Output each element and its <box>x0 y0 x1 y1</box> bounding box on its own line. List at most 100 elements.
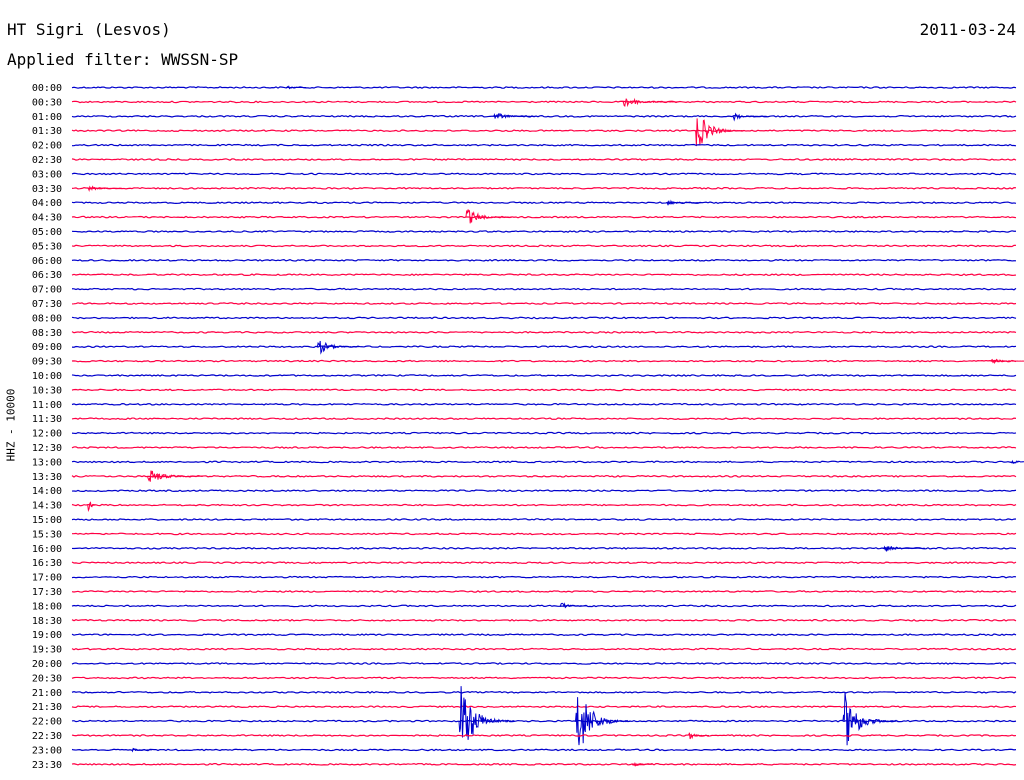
trace-row-1830 <box>71 618 1017 622</box>
trace-row-1500 <box>71 518 1017 521</box>
row-label-2330: 23:30 <box>32 760 62 771</box>
row-label-0300: 03:00 <box>32 169 62 180</box>
row-label-0600: 06:00 <box>32 256 62 267</box>
trace-row-1230 <box>71 446 1017 449</box>
trace-row-1700 <box>71 575 1017 579</box>
row-label-0130: 01:30 <box>32 126 62 137</box>
event-row-0400-0 <box>666 199 702 206</box>
row-label-0230: 02:30 <box>32 155 62 166</box>
row-label-1700: 17:00 <box>32 573 62 584</box>
row-label-1430: 14:30 <box>32 501 62 512</box>
event-row-2300-0 <box>131 747 153 753</box>
event-row-2200-0 <box>458 686 515 740</box>
station-title: HT Sigri (Lesvos) <box>7 20 171 39</box>
row-label-1400: 14:00 <box>32 486 62 497</box>
row-label-1230: 12:30 <box>32 443 62 454</box>
row-label-0200: 02:00 <box>32 141 62 152</box>
trace-row-1130 <box>71 417 1017 421</box>
row-label-2200: 22:00 <box>32 717 62 728</box>
row-label-0930: 09:30 <box>32 357 62 368</box>
event-row-0430-0 <box>465 209 514 224</box>
trace-row-1400 <box>71 489 1017 493</box>
trace-row-0000 <box>71 86 1017 89</box>
row-label-1900: 19:00 <box>32 630 62 641</box>
trace-row-2200 <box>71 719 1017 723</box>
row-label-2100: 21:00 <box>32 688 62 699</box>
applied-filter: Applied filter: WWSSN-SP <box>7 50 239 69</box>
event-row-1600-0 <box>883 545 926 552</box>
trace-row-1200 <box>71 431 1017 435</box>
trace-row-0030 <box>71 100 1017 104</box>
trace-row-1100 <box>71 402 1017 406</box>
trace-row-2030 <box>71 676 1017 680</box>
trace-row-2130 <box>71 705 1017 709</box>
row-label-1530: 15:30 <box>32 529 62 540</box>
trace-row-1330 <box>71 474 1017 478</box>
trace-row-2000 <box>71 662 1017 665</box>
row-label-1730: 17:30 <box>32 587 62 598</box>
trace-row-1600 <box>71 546 1017 550</box>
trace-row-0730 <box>71 302 1017 305</box>
row-label-1100: 11:00 <box>32 400 62 411</box>
row-label-0630: 06:30 <box>32 270 62 281</box>
trace-row-0230 <box>71 158 1017 161</box>
event-row-0330-0 <box>87 185 123 192</box>
trace-row-2230 <box>71 734 1017 737</box>
trace-row-1900 <box>71 633 1017 637</box>
row-label-1930: 19:30 <box>32 645 62 656</box>
trace-row-1300 <box>71 460 1017 464</box>
row-label-1600: 16:00 <box>32 544 62 555</box>
row-label-0830: 08:30 <box>32 328 62 339</box>
event-row-1300-0 <box>1009 459 1024 465</box>
row-label-0530: 05:30 <box>32 241 62 252</box>
row-label-1130: 11:30 <box>32 414 62 425</box>
row-label-2130: 21:30 <box>32 702 62 713</box>
trace-row-0330 <box>71 186 1017 190</box>
trace-row-0500 <box>71 230 1017 233</box>
event-row-0100-1 <box>732 112 768 122</box>
record-date: 2011-03-24 <box>919 20 1016 39</box>
trace-row-1530 <box>71 532 1017 536</box>
trace-row-0600 <box>71 258 1017 262</box>
traces <box>71 85 1024 767</box>
trace-row-1730 <box>71 590 1017 593</box>
trace-row-0830 <box>71 330 1017 334</box>
row-label-0330: 03:30 <box>32 184 62 195</box>
trace-row-0200 <box>71 143 1017 147</box>
trace-row-0630 <box>71 273 1017 277</box>
event-row-2230-0 <box>688 732 710 740</box>
trace-row-1030 <box>71 388 1017 392</box>
event-row-0000-0 <box>285 85 307 90</box>
row-labels: 00:00 00:30 01:00 01:30 02:00 02:30 03:00 03:30… <box>32 83 62 771</box>
trace-row-0800 <box>71 316 1017 320</box>
row-label-0030: 00:30 <box>32 97 62 108</box>
row-label-1500: 15:00 <box>32 515 62 526</box>
row-label-0000: 00:00 <box>32 83 62 94</box>
row-label-1030: 10:30 <box>32 385 62 396</box>
event-row-2330-0 <box>631 761 653 767</box>
trace-row-0300 <box>71 172 1017 176</box>
trace-row-1930 <box>71 647 1017 651</box>
event-row-1430-0 <box>87 501 97 512</box>
trace-row-0130 <box>71 129 1017 133</box>
trace-row-0900 <box>71 345 1017 349</box>
row-label-1000: 10:00 <box>32 371 62 382</box>
row-label-0430: 04:30 <box>32 213 62 224</box>
row-label-0800: 08:00 <box>32 313 62 324</box>
trace-row-0930 <box>71 359 1017 363</box>
trace-row-1800 <box>71 604 1017 608</box>
row-label-0730: 07:30 <box>32 299 62 310</box>
row-label-1330: 13:30 <box>32 472 62 483</box>
trace-row-1430 <box>71 503 1017 507</box>
row-label-2230: 22:30 <box>32 731 62 742</box>
trace-row-1630 <box>71 561 1017 565</box>
trace-row-2300 <box>71 748 1017 752</box>
trace-row-2330 <box>71 762 1017 766</box>
row-label-1200: 12:00 <box>32 429 62 440</box>
row-label-0900: 09:00 <box>32 342 62 353</box>
row-label-1830: 18:30 <box>32 616 62 627</box>
trace-row-0530 <box>71 244 1017 248</box>
row-label-1800: 18:00 <box>32 601 62 612</box>
event-row-1800-0 <box>559 602 588 609</box>
